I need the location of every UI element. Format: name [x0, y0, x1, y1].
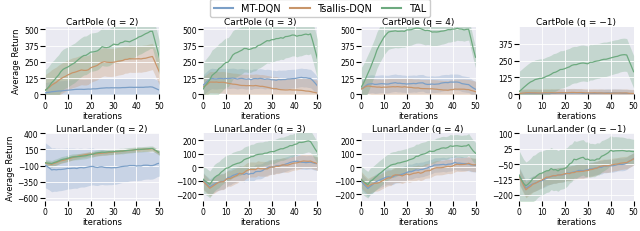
X-axis label: iterations: iterations	[556, 111, 596, 120]
Title: CartPole (q = 3): CartPole (q = 3)	[224, 18, 296, 27]
Legend: MT-DQN, Tsallis-DQN, TAL: MT-DQN, Tsallis-DQN, TAL	[210, 0, 430, 18]
X-axis label: iterations: iterations	[556, 218, 596, 227]
Title: LunarLander (q = 4): LunarLander (q = 4)	[372, 124, 464, 133]
Title: CartPole (q = 2): CartPole (q = 2)	[66, 18, 138, 27]
Y-axis label: Average Return: Average Return	[6, 135, 15, 200]
Title: CartPole (q = −1): CartPole (q = −1)	[536, 18, 616, 27]
Title: LunarLander (q = 3): LunarLander (q = 3)	[214, 124, 306, 133]
X-axis label: iterations: iterations	[240, 218, 280, 227]
X-axis label: iterations: iterations	[82, 218, 122, 227]
X-axis label: iterations: iterations	[82, 111, 122, 120]
Title: CartPole (q = 4): CartPole (q = 4)	[382, 18, 454, 27]
Y-axis label: Average Return: Average Return	[12, 29, 21, 94]
X-axis label: iterations: iterations	[398, 111, 438, 120]
Title: LunarLander (q = 2): LunarLander (q = 2)	[56, 124, 148, 133]
X-axis label: iterations: iterations	[240, 111, 280, 120]
Title: LunarLander (q = −1): LunarLander (q = −1)	[527, 124, 626, 133]
X-axis label: iterations: iterations	[398, 218, 438, 227]
